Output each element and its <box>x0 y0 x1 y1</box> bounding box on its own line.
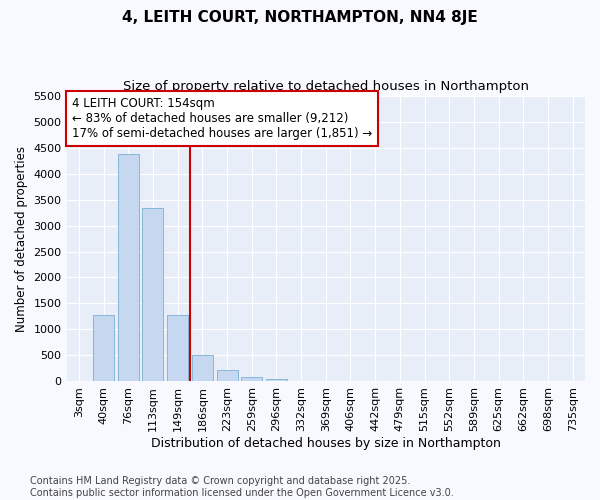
Bar <box>118 154 139 382</box>
Bar <box>167 315 188 382</box>
Text: 4 LEITH COURT: 154sqm
← 83% of detached houses are smaller (9,212)
17% of semi-d: 4 LEITH COURT: 154sqm ← 83% of detached … <box>72 97 372 140</box>
Title: Size of property relative to detached houses in Northampton: Size of property relative to detached ho… <box>123 80 529 93</box>
Bar <box>241 377 262 382</box>
Y-axis label: Number of detached properties: Number of detached properties <box>15 146 28 332</box>
Bar <box>340 380 361 382</box>
X-axis label: Distribution of detached houses by size in Northampton: Distribution of detached houses by size … <box>151 437 501 450</box>
Bar <box>266 379 287 382</box>
Text: Contains HM Land Registry data © Crown copyright and database right 2025.
Contai: Contains HM Land Registry data © Crown c… <box>30 476 454 498</box>
Bar <box>217 370 238 382</box>
Bar <box>142 208 163 382</box>
Bar <box>93 316 114 382</box>
Bar <box>192 356 213 382</box>
Text: 4, LEITH COURT, NORTHAMPTON, NN4 8JE: 4, LEITH COURT, NORTHAMPTON, NN4 8JE <box>122 10 478 25</box>
